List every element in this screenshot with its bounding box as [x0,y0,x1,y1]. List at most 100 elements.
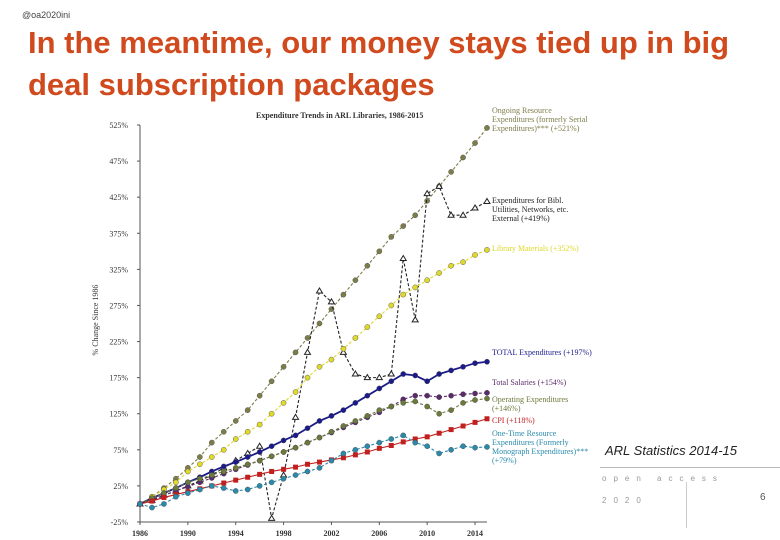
marker [472,419,478,425]
series-line [139,392,488,505]
marker [173,493,179,500]
rule [600,467,780,468]
logo-text: open access [602,474,724,483]
marker [328,457,335,464]
marker [315,287,324,294]
y-tick-label: 375% [109,229,128,238]
marker [173,479,179,486]
marker [364,392,371,399]
marker [292,472,299,478]
marker [484,389,490,396]
marker [484,395,490,402]
marker [197,486,203,493]
series-line [139,418,488,505]
marker [388,302,395,309]
marker [448,367,454,374]
marker [459,211,467,218]
marker [173,485,179,491]
marker [268,410,275,417]
marker [328,413,335,419]
marker [424,392,430,399]
marker [364,443,371,450]
x-tick-label: 1990 [180,529,196,538]
marker [436,430,442,436]
marker [436,410,442,417]
caption: ARL Statistics 2014-15 [605,443,737,458]
marker [399,254,408,262]
y-axis-label: % Change Since 1986 [91,285,100,356]
marker [256,392,263,399]
marker [352,418,359,424]
x-tick-label: 2002 [323,529,339,538]
marker [316,364,323,370]
marker [316,320,323,327]
marker [400,439,406,445]
marker [245,474,251,480]
marker [328,356,335,363]
x-tick-label: 2014 [467,529,483,538]
marker [448,407,454,413]
marker [232,465,239,471]
marker [292,432,299,439]
marker [388,442,394,448]
marker [376,407,383,413]
y-tick-label: 175% [109,374,128,383]
marker [412,436,418,442]
marker [460,400,466,406]
marker [412,372,419,379]
marker [185,490,191,496]
marker [197,454,203,460]
marker [484,247,490,253]
marker [436,270,442,276]
marker [472,397,478,403]
marker [232,418,239,424]
marker [256,483,263,489]
marker [376,445,382,451]
marker [232,488,239,494]
series-line [139,185,488,519]
marker [400,291,407,298]
marker [232,436,239,442]
marker [424,277,430,283]
marker [364,449,370,455]
y-tick-label: 275% [109,301,128,310]
x-tick-label: 1994 [228,529,244,538]
marker [436,371,442,377]
marker [460,154,466,161]
marker [472,390,478,397]
marker [257,471,263,477]
marker [161,490,167,496]
marker [400,432,407,439]
marker [161,494,167,500]
marker [412,392,419,399]
marker [472,140,478,146]
marker [304,468,311,475]
marker [376,385,383,392]
marker [269,468,275,474]
marker [280,400,287,406]
marker [484,416,490,422]
marker [424,197,430,204]
marker [303,348,312,355]
marker [400,371,407,377]
marker [149,504,155,511]
marker [472,252,478,258]
marker [352,277,359,283]
marker [220,468,227,475]
marker [460,259,466,265]
marker [268,453,275,460]
x-tick-label: 2006 [371,529,387,538]
marker [304,425,311,431]
legend-label: TOTAL Expenditures (+197%) [492,348,592,357]
marker [316,418,323,424]
marker [376,313,383,320]
marker [460,423,466,429]
y-tick-label: 125% [109,410,128,419]
legend-label: Ongoing Resource Expenditures (formerly … [492,106,588,133]
marker [149,498,155,504]
marker [400,400,407,406]
marker [268,378,275,385]
marker [411,315,420,323]
